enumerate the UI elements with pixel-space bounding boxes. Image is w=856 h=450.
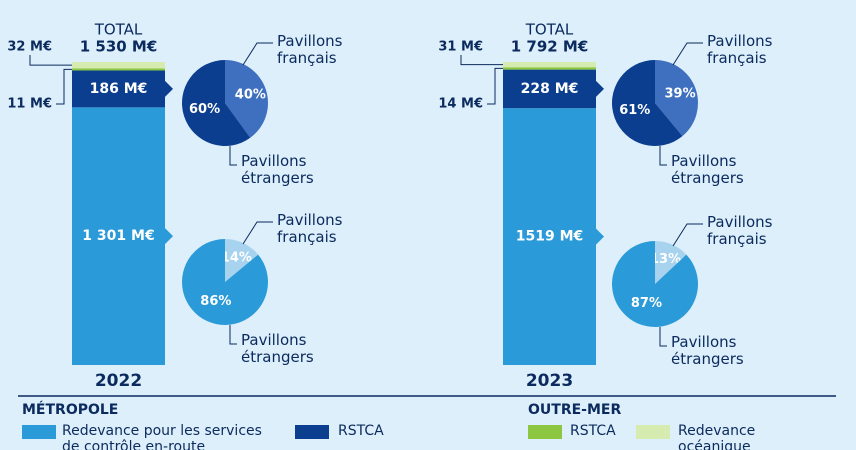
leader-line bbox=[242, 221, 273, 245]
legend-label: Redevance océanique bbox=[678, 423, 756, 450]
arrow bbox=[165, 228, 173, 245]
leader-line bbox=[672, 42, 703, 66]
legend-group-title: OUTRE-MER bbox=[528, 402, 621, 418]
leader-line bbox=[460, 55, 503, 66]
legend-swatch bbox=[295, 425, 329, 439]
year-label: 2023 bbox=[526, 371, 573, 391]
value-label: 11 M€ bbox=[7, 97, 52, 112]
leader-line bbox=[242, 42, 273, 66]
pie-category-label: Pavillons étrangers bbox=[241, 152, 314, 187]
legend-swatch bbox=[22, 425, 56, 439]
pie-value-label: 39% bbox=[665, 86, 696, 101]
value-label: 228 M€ bbox=[521, 81, 579, 97]
pie-category-label: Pavillons français bbox=[707, 32, 773, 67]
legend-swatch bbox=[636, 425, 670, 439]
arrow bbox=[596, 228, 604, 245]
pie-value-label: 60% bbox=[189, 102, 220, 117]
bar-segment bbox=[503, 69, 596, 109]
pie-value-label: 86% bbox=[200, 294, 231, 309]
pie-category-label: Pavillons français bbox=[707, 213, 773, 248]
value-label: 32 M€ bbox=[7, 40, 52, 55]
pie-slice bbox=[611, 241, 698, 327]
leader-line bbox=[229, 146, 237, 166]
pie-slice bbox=[612, 60, 683, 147]
pie-slice bbox=[655, 241, 687, 284]
legend-label: RSTCA bbox=[570, 423, 616, 439]
pie-value-label: 61% bbox=[619, 103, 650, 118]
total-title: TOTAL bbox=[94, 21, 143, 39]
pie-category-label: Pavillons étrangers bbox=[671, 152, 744, 187]
leader-line bbox=[672, 223, 703, 247]
pie-category-label: Pavillons étrangers bbox=[241, 331, 314, 366]
legend-swatch bbox=[528, 425, 562, 439]
pie-value-label: 14% bbox=[221, 250, 252, 265]
bar-segment bbox=[503, 67, 596, 70]
value-label: 186 M€ bbox=[90, 81, 148, 97]
bar-segment bbox=[72, 62, 165, 69]
pie-slice bbox=[225, 60, 269, 138]
bar-segment bbox=[503, 62, 596, 68]
leader-line bbox=[29, 55, 72, 66]
pie-value-label: 87% bbox=[631, 296, 662, 311]
pie-slice bbox=[225, 239, 259, 282]
legend-label: RSTCA bbox=[338, 423, 384, 439]
pie-value-label: 40% bbox=[235, 87, 266, 102]
bar-segment bbox=[503, 108, 596, 365]
pie-slice bbox=[182, 239, 268, 325]
pie-category-label: Pavillons français bbox=[277, 32, 343, 67]
bar-segment bbox=[72, 68, 165, 71]
arrow bbox=[165, 80, 173, 97]
pie-slice bbox=[655, 60, 699, 137]
legend-group-title: MÉTROPOLE bbox=[22, 401, 118, 418]
leader-line bbox=[487, 67, 503, 105]
leader-line bbox=[659, 327, 667, 347]
leader-line bbox=[659, 146, 667, 166]
leader-line bbox=[229, 325, 237, 345]
pie-category-label: Pavillons français bbox=[277, 211, 343, 246]
arrow bbox=[596, 80, 604, 97]
pie-value-label: 13% bbox=[650, 252, 681, 267]
value-label: 1 301 M€ bbox=[82, 228, 154, 244]
total-value: 1 792 M€ bbox=[511, 38, 589, 56]
value-label: 31 M€ bbox=[438, 40, 483, 55]
total-value: 1 530 M€ bbox=[80, 38, 158, 56]
pie-category-label: Pavillons étrangers bbox=[671, 333, 744, 368]
total-title: TOTAL bbox=[525, 21, 574, 39]
leader-line bbox=[56, 68, 72, 105]
value-label: 14 M€ bbox=[438, 97, 483, 112]
bar-segment bbox=[72, 107, 165, 365]
year-label: 2022 bbox=[95, 371, 142, 391]
value-label: 1519 M€ bbox=[516, 229, 584, 245]
bar-segment bbox=[72, 70, 165, 108]
pie-slice bbox=[182, 60, 251, 146]
legend-label: Redevance pour les services de contrôle … bbox=[62, 423, 262, 450]
